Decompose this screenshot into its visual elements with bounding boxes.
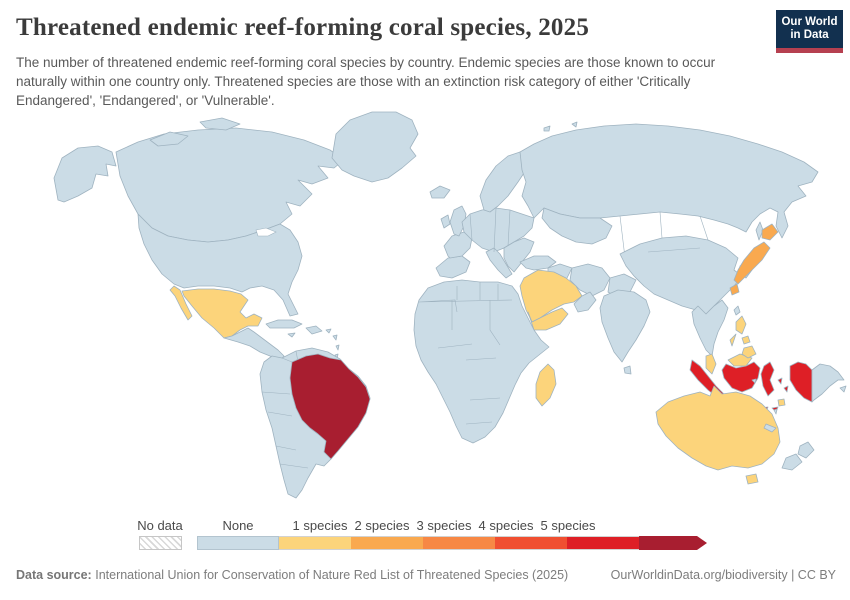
- map-region-vanuatu: [773, 408, 778, 415]
- country-yemen[interactable]: [527, 307, 569, 331]
- map-region-antilles: [325, 328, 332, 334]
- country-madagascar[interactable]: [535, 363, 557, 407]
- map-region-greenland[interactable]: [331, 111, 419, 183]
- map-region-solomon-islands: [751, 378, 757, 384]
- asia-internal-border: [575, 211, 709, 267]
- legend-swatch-no-data[interactable]: [139, 536, 182, 550]
- map-region-uk[interactable]: [449, 205, 467, 237]
- map-region-new-caledonia: [763, 423, 777, 433]
- map-region-new-zealand[interactable]: [797, 441, 815, 459]
- country-philippines[interactable]: [741, 345, 757, 359]
- map-region-central-america[interactable]: [223, 327, 285, 363]
- page-title: Threatened endemic reef-forming coral sp…: [16, 14, 590, 41]
- country-fiji[interactable]: [777, 398, 786, 407]
- legend-label-4-species[interactable]: 4 species: [478, 518, 534, 533]
- footer: Data source: International Union for Con…: [16, 568, 836, 582]
- page-subtitle: The number of threatened endemic reef-fo…: [16, 55, 716, 109]
- owid-logo[interactable]: Our World in Data: [776, 10, 843, 53]
- footer-link[interactable]: OurWorldinData.org/biodiversity | CC BY: [610, 568, 836, 582]
- sa-internal-border: [261, 350, 309, 469]
- mongolia-border: [647, 247, 701, 253]
- map-region-iceland[interactable]: [429, 185, 451, 199]
- legend-swatch-1-species[interactable]: [279, 536, 351, 550]
- map-region-ireland: [440, 214, 451, 229]
- data-source-label: Data source:: [16, 568, 92, 582]
- data-source-value: International Union for Conservation of …: [95, 568, 569, 582]
- map-region-sri-lanka: [623, 365, 632, 375]
- legend-swatch-none[interactable]: [197, 536, 279, 550]
- country-indonesia: [777, 377, 783, 385]
- map-region-italy[interactable]: [485, 247, 513, 279]
- country-malaysia[interactable]: [705, 353, 717, 375]
- map-region-new-zealand[interactable]: [781, 453, 803, 471]
- map-region-new-britain: [839, 385, 847, 393]
- country-japan[interactable]: [729, 283, 740, 296]
- legend-swatch-4-species[interactable]: [495, 536, 567, 550]
- data-source-text: Data source: International Union for Con…: [16, 568, 568, 582]
- legend-label-5-species[interactable]: 5 species: [540, 518, 596, 533]
- map-region-central-asia[interactable]: [541, 207, 613, 245]
- map-region-indochina[interactable]: [691, 299, 729, 357]
- map-region-jamaica: [287, 332, 296, 338]
- map-region-arctic-islands: [149, 131, 189, 147]
- owid-logo-line2: in Data: [790, 29, 829, 41]
- owid-logo-line1: Our World: [781, 15, 838, 28]
- map-region-central-europe[interactable]: [461, 207, 535, 253]
- country-mexico[interactable]: [169, 285, 193, 321]
- country-brazil[interactable]: [289, 353, 371, 460]
- europe-internal-border: [469, 207, 511, 253]
- map-region-cuba[interactable]: [265, 319, 303, 329]
- map-region-hispaniola: [305, 325, 323, 335]
- map-region-iberia[interactable]: [435, 255, 471, 279]
- map-region-arctic-islands: [199, 117, 241, 131]
- map-region-antilles: [335, 344, 340, 351]
- country-indonesia[interactable]: [721, 361, 761, 393]
- country-mexico[interactable]: [181, 288, 263, 339]
- country-saudi-arabia[interactable]: [519, 269, 583, 323]
- map-region-taiwan: [733, 305, 741, 316]
- legend-swatch-above-5-arrow[interactable]: [639, 536, 707, 550]
- country-japan[interactable]: [733, 241, 771, 285]
- map-region-africa[interactable]: [413, 279, 550, 444]
- legend-label-no-data: No data: [137, 518, 183, 533]
- map-region-iran[interactable]: [569, 263, 611, 297]
- legend-swatch-2-species[interactable]: [351, 536, 423, 550]
- great-lakes: [255, 227, 277, 237]
- country-philippines[interactable]: [735, 315, 747, 335]
- country-australia-tasmania[interactable]: [745, 473, 759, 485]
- map-region-canada[interactable]: [115, 127, 345, 243]
- country-philippines[interactable]: [741, 335, 751, 345]
- legend-label-3-species[interactable]: 3 species: [416, 518, 472, 533]
- map-region-china[interactable]: [619, 235, 743, 315]
- legend-swatch-5-species[interactable]: [567, 536, 639, 550]
- map-region-svalbard: [543, 125, 551, 132]
- map-region-usa[interactable]: [137, 213, 303, 317]
- map-region-balkans[interactable]: [503, 237, 535, 273]
- country-australia[interactable]: [655, 385, 781, 471]
- map-region-papua-new-guinea[interactable]: [811, 363, 845, 403]
- country-japan[interactable]: [761, 223, 779, 241]
- legend-swatch-3-species[interactable]: [423, 536, 495, 550]
- country-indonesia[interactable]: [789, 361, 813, 403]
- country-indonesia[interactable]: [760, 361, 775, 397]
- map-region-svalbard: [571, 121, 578, 128]
- map-region-oman[interactable]: [573, 291, 597, 313]
- map-region-antilles: [332, 334, 338, 341]
- legend-label-1-species[interactable]: 1 species: [292, 518, 348, 533]
- legend-label-2-species[interactable]: 2 species: [354, 518, 410, 533]
- map-region-india[interactable]: [599, 289, 651, 363]
- map-region-alaska[interactable]: [53, 145, 117, 203]
- legend-label-none[interactable]: None: [222, 518, 254, 533]
- country-philippines[interactable]: [729, 333, 737, 347]
- africa-internal-border: [418, 282, 513, 425]
- country-indonesia: [783, 385, 789, 393]
- map-region-turkey[interactable]: [519, 255, 557, 271]
